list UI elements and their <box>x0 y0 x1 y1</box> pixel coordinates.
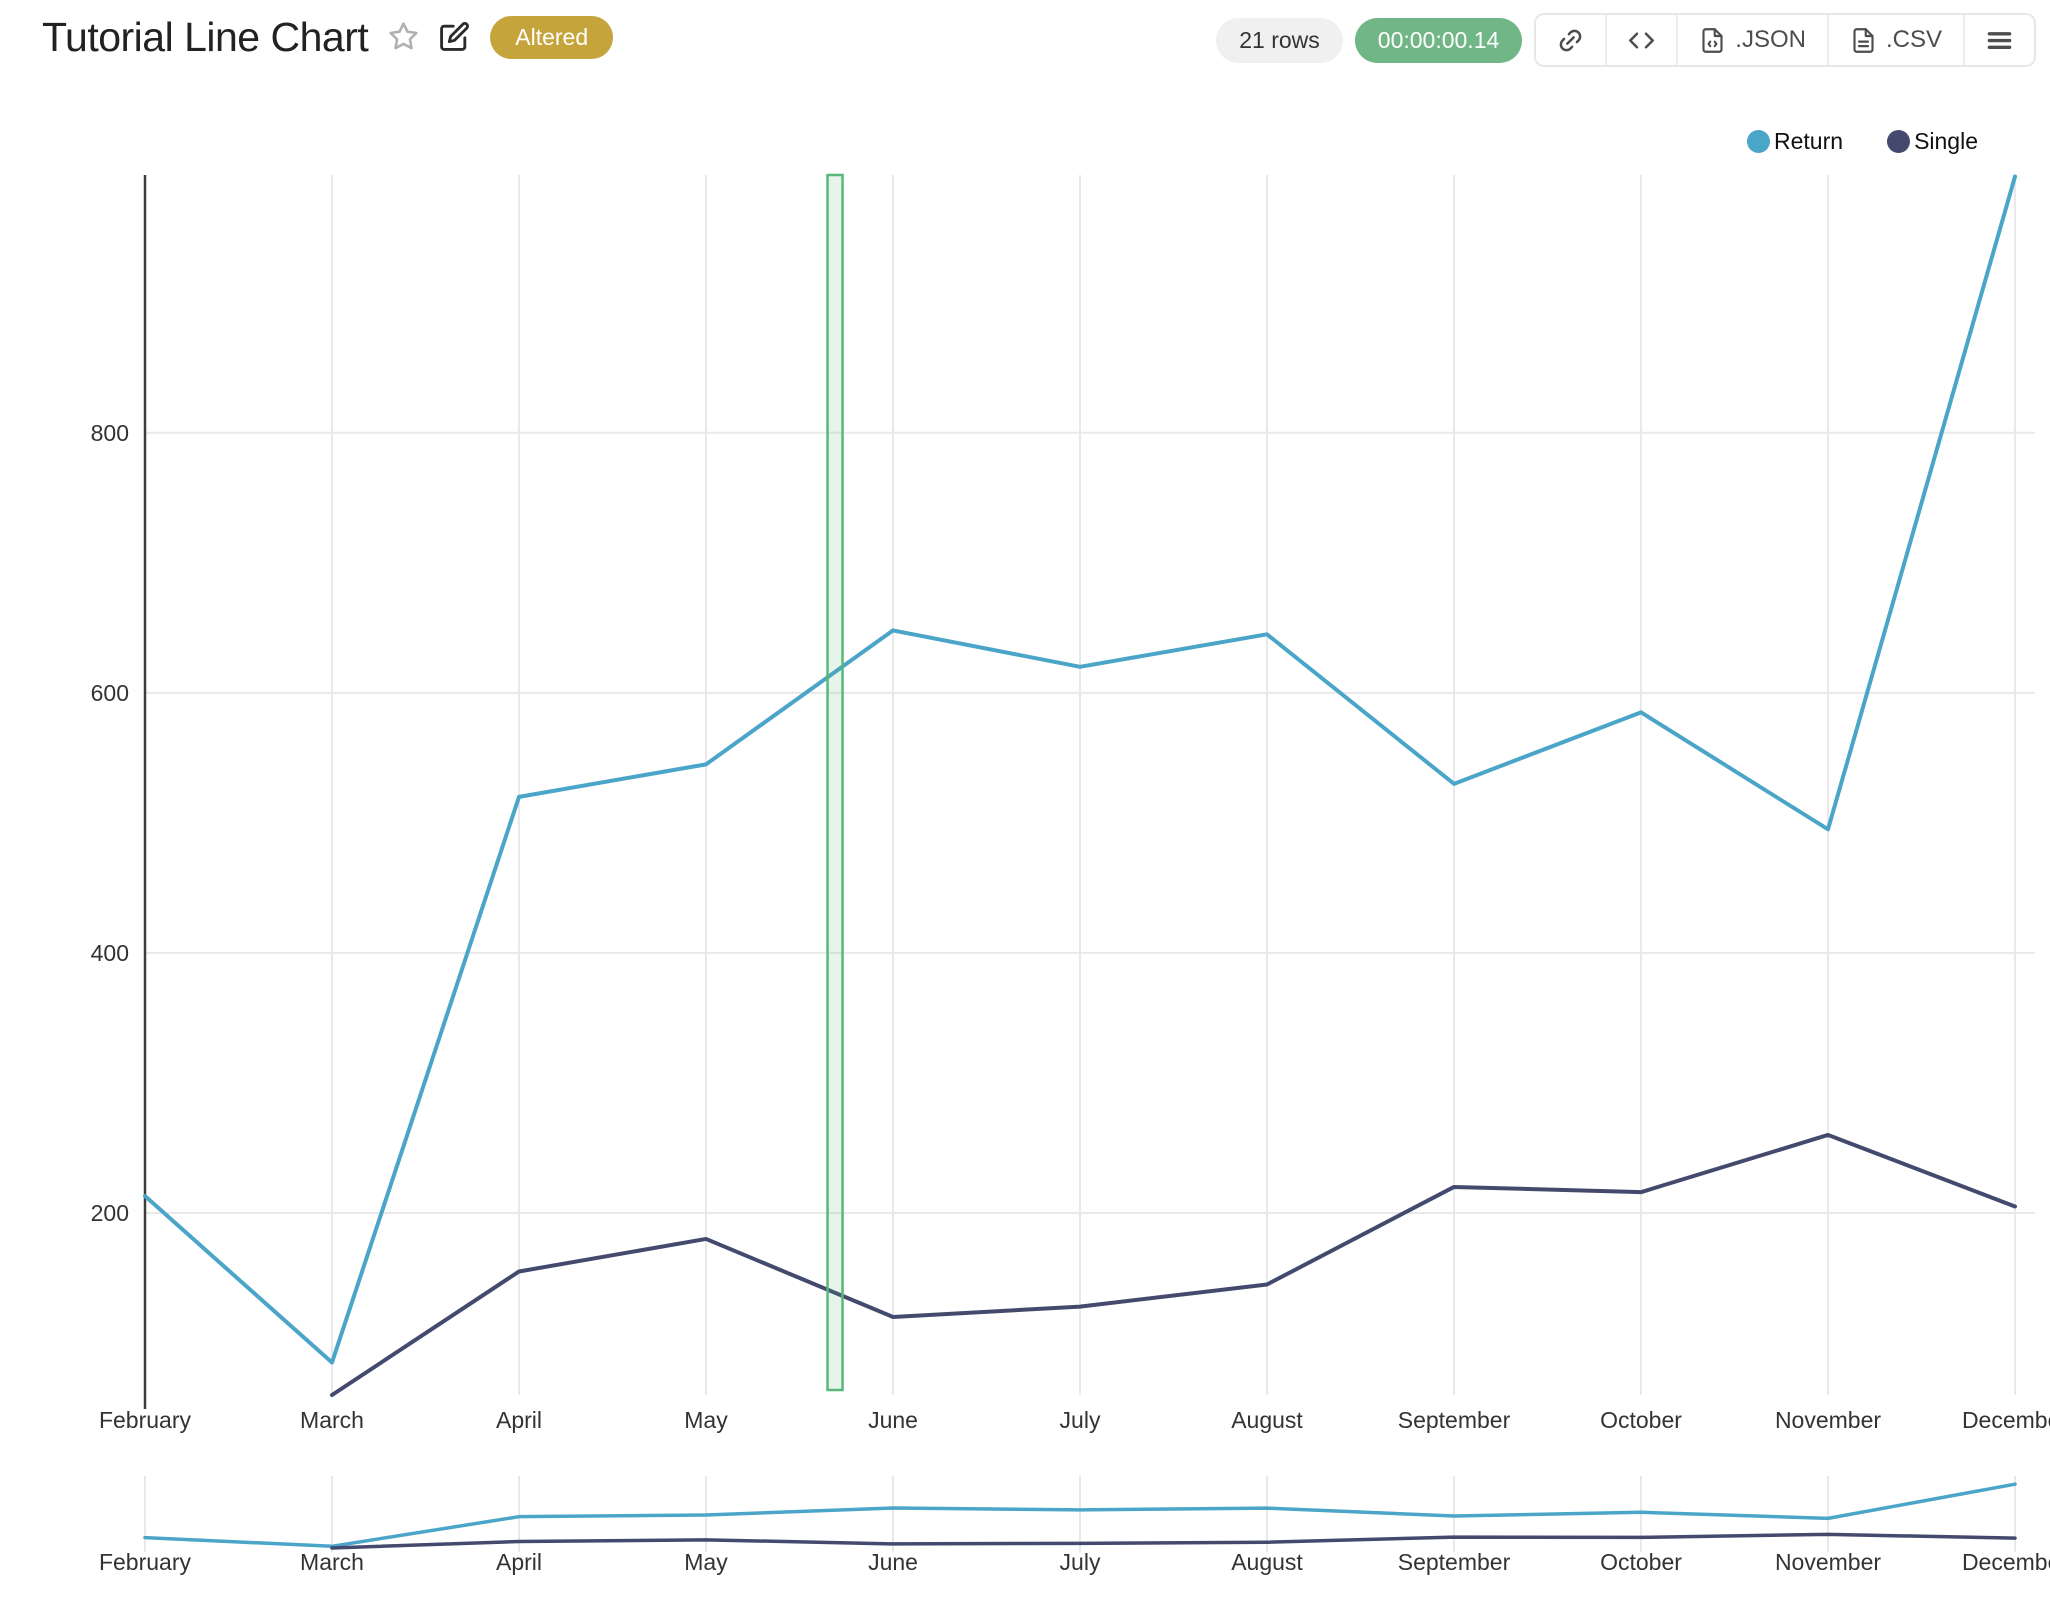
view-source-button[interactable] <box>1605 15 1677 65</box>
runtime-badge: 00:00:00.14 <box>1354 17 1523 63</box>
download-csv-button[interactable]: .CSV <box>1826 15 1963 65</box>
altered-status-badge: Altered <box>490 16 614 59</box>
return-series-dot <box>1747 130 1771 153</box>
copy-link-button[interactable] <box>1536 15 1606 65</box>
file-text-icon <box>1850 27 1877 54</box>
svg-text:June: June <box>868 1407 918 1433</box>
svg-text:April: April <box>496 1549 542 1575</box>
svg-text:400: 400 <box>91 940 129 966</box>
edit-pencil-icon <box>439 21 470 55</box>
svg-text:November: November <box>1775 1549 1881 1575</box>
svg-text:August: August <box>1231 1549 1303 1575</box>
svg-text:800: 800 <box>91 420 129 446</box>
hamburger-menu-icon <box>1986 27 2013 54</box>
svg-text:December: December <box>1962 1407 2050 1433</box>
svg-text:February: February <box>99 1407 192 1433</box>
page-title: Tutorial Line Chart <box>42 14 369 60</box>
edit-name-button[interactable] <box>439 21 470 55</box>
download-json-button[interactable]: .JSON <box>1676 15 1827 65</box>
svg-text:May: May <box>684 1407 728 1433</box>
svg-text:February: February <box>99 1549 192 1575</box>
svg-text:July: July <box>1060 1549 1101 1575</box>
svg-text:200: 200 <box>91 1200 129 1226</box>
return-series-label: Return <box>1774 128 1844 154</box>
svg-text:June: June <box>868 1549 918 1575</box>
svg-text:May: May <box>684 1549 728 1575</box>
svg-text:September: September <box>1398 1407 1511 1433</box>
svg-text:October: October <box>1600 1549 1682 1575</box>
svg-text:December: December <box>1962 1549 2050 1575</box>
query-header: Tutorial Line Chart Altered <box>42 14 614 61</box>
svg-text:November: November <box>1775 1407 1881 1433</box>
download-csv-label: .CSV <box>1885 26 1942 53</box>
svg-text:September: September <box>1398 1549 1511 1575</box>
svg-text:July: July <box>1060 1407 1101 1433</box>
svg-text:April: April <box>496 1407 542 1433</box>
single-series-dot <box>1887 130 1911 153</box>
single-series-label: Single <box>1914 128 1978 154</box>
results-toolbar: 21 rows 00:00:00.14 <box>1216 13 2036 67</box>
legend-item-return[interactable]: Return <box>1747 128 1843 155</box>
svg-text:March: March <box>300 1407 364 1433</box>
svg-text:October: October <box>1600 1407 1682 1433</box>
favorite-star-button[interactable] <box>388 21 419 55</box>
star-icon <box>388 21 419 55</box>
chart-legend: Return Single <box>1747 128 1978 155</box>
svg-text:August: August <box>1231 1407 1303 1433</box>
file-code-icon <box>1699 27 1726 54</box>
link-icon <box>1557 27 1584 54</box>
more-options-button[interactable] <box>1963 15 2034 65</box>
legend-item-single[interactable]: Single <box>1887 128 1978 155</box>
download-json-label: .JSON <box>1735 26 1806 53</box>
row-count-badge: 21 rows <box>1216 17 1343 63</box>
svg-text:600: 600 <box>91 680 129 706</box>
export-button-group: .JSON .CSV <box>1534 13 2036 67</box>
svg-text:March: March <box>300 1549 364 1575</box>
code-icon <box>1628 27 1655 54</box>
